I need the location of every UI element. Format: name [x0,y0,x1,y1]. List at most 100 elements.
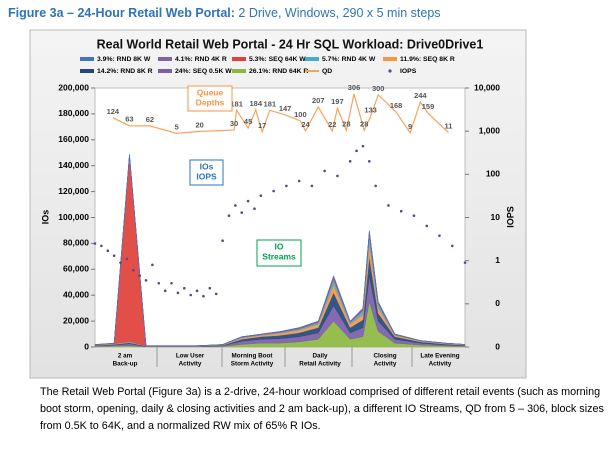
legend-label: 14.2%: RND 8K R [97,68,153,75]
iops-point [272,189,275,193]
qd-label: 5 [175,122,179,131]
iops-point [387,204,390,207]
iops-point [202,294,205,298]
y2-tick-label: 0 [495,341,500,351]
iops-point [246,199,250,203]
iops-point [285,184,288,188]
annotation-text: Streams [262,251,296,261]
iops-point [100,244,103,248]
x-segment-label: Activity [429,361,452,368]
x-segment-label: Closing [373,353,396,360]
x-segment-label: Low User [176,353,205,360]
qd-label: 244 [414,91,427,100]
legend-swatch [388,69,392,73]
y2-tick-label: 100 [486,169,500,179]
iops-point [93,242,97,245]
qd-label: 20 [195,120,203,129]
iops-point [189,293,192,297]
legend-label: IOPS [400,68,417,75]
y2-tick-label: 0 [495,298,500,308]
iops-point [214,292,218,296]
figure-title-sub: 2 Drive, Windows, 290 x 5 min steps [238,6,441,20]
legend-label: 5.7%: RND 4K W [322,56,376,63]
iops-point [259,194,263,197]
iops-point [425,224,429,228]
annotation-text: IO [275,241,284,251]
iops-point [208,286,212,290]
qd-label: 300 [372,84,385,93]
iops-point [361,144,365,148]
y2-tick-label: 1 [495,255,500,265]
y2-tick-label: 10,000 [474,82,500,92]
qd-label: 181 [230,99,243,108]
legend-label: 5.3%: SEQ 64K W [249,56,306,63]
annotation-text: IOs [200,161,214,171]
legend-label: 11.9%: SEQ 8K R [400,56,455,63]
iops-point [336,174,339,178]
legend-swatch [305,57,319,61]
legend-label: 24%: SEQ 0.5K W [175,68,232,75]
iops-point [138,274,141,277]
iops-point [157,281,161,285]
iops-point [151,263,154,267]
y2-tick-label: 1,000 [479,125,501,135]
y-tick-label: 20,000 [63,315,89,325]
qd-label: 28 [360,119,368,128]
annotation-box [187,85,233,112]
iops-point [348,160,352,163]
iops-point [399,209,403,213]
iops-point [112,254,116,258]
qd-label: 11 [444,122,452,131]
y2-axis-label: IOPS [505,206,515,228]
stream-area [94,154,466,346]
qd-label: 22 [328,120,336,129]
iops-point [240,211,244,214]
iops-point [450,244,454,248]
iops-point [131,268,135,272]
legend-swatch [80,69,94,73]
qd-label: 45 [244,117,252,126]
legend-label: QD [322,68,332,75]
x-segment-label: Activity [374,361,397,368]
x-segment-label: Morning Boot [232,353,274,360]
legend-swatch [383,57,397,61]
legend-swatch [232,69,246,73]
qd-label: 100 [294,110,307,119]
iops-point [227,214,231,218]
qd-label: 147 [279,104,292,113]
x-segment-label: Storm Activity [231,361,274,368]
y2-tick-label: 10 [491,212,501,222]
annotation-text: Depths [196,97,225,107]
legend-label: 26.1%: RND 64K R [249,68,308,75]
qd-label: 197 [331,97,344,106]
y-axis-label: IOs [40,210,50,225]
y-tick-label: 120,000 [58,186,89,196]
y-tick-label: 80,000 [63,238,89,248]
qd-label: 24 [301,120,310,129]
legend-label: 4.1%: RND 4K R [175,56,227,63]
legend-swatch [158,57,172,61]
y-tick-label: 200,000 [58,82,89,92]
legend-swatch [158,69,172,73]
iops-point [412,214,416,218]
iops-point [323,169,326,173]
qd-label: 159 [422,102,435,111]
y-tick-label: 180,000 [58,108,89,118]
iops-point [310,184,314,188]
qd-label: 63 [125,115,133,124]
qd-label: 17 [258,121,266,130]
legend-swatch [80,57,94,61]
annotation-box [189,159,224,186]
iops-point [438,234,441,237]
x-segment-label: Retail Activity [299,361,341,368]
iops-point [106,249,110,253]
annotation-box [256,239,302,267]
x-segment-label: 2 am [118,353,133,360]
qd-label: 133 [364,106,377,115]
iops-point [144,279,148,282]
qd-label: 181 [264,99,277,108]
iops-point [368,160,371,163]
iops-point [297,179,301,183]
iops-point [195,289,199,293]
